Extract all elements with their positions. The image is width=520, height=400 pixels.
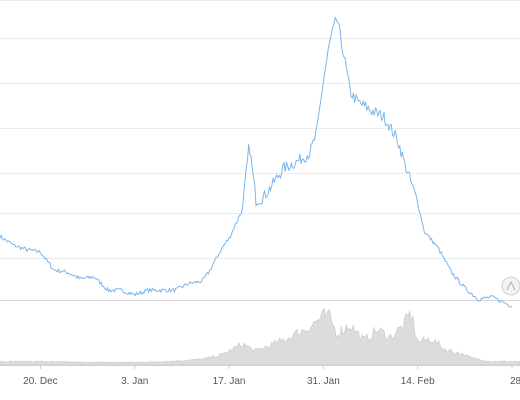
x-tick-label: 3. Jan [121, 376, 148, 387]
x-tick-label: 31. Jan [307, 376, 340, 387]
x-tick-label: 14. Feb [401, 376, 435, 387]
volume-area [0, 308, 520, 366]
x-tick-label: 28. [510, 376, 520, 387]
price-line [0, 16, 513, 308]
scroll-handle-circle[interactable] [501, 276, 520, 296]
x-axis-ticks: 20. Dec 3. Jan 17. Jan 31. Jan 14. Feb 28. [23, 365, 520, 387]
drag-icon [506, 280, 516, 291]
x-tick-label: 20. Dec [23, 376, 57, 387]
scroll-handle[interactable] [501, 276, 520, 296]
grid-lines [0, 0, 520, 301]
x-tick-label: 17. Jan [213, 376, 246, 387]
